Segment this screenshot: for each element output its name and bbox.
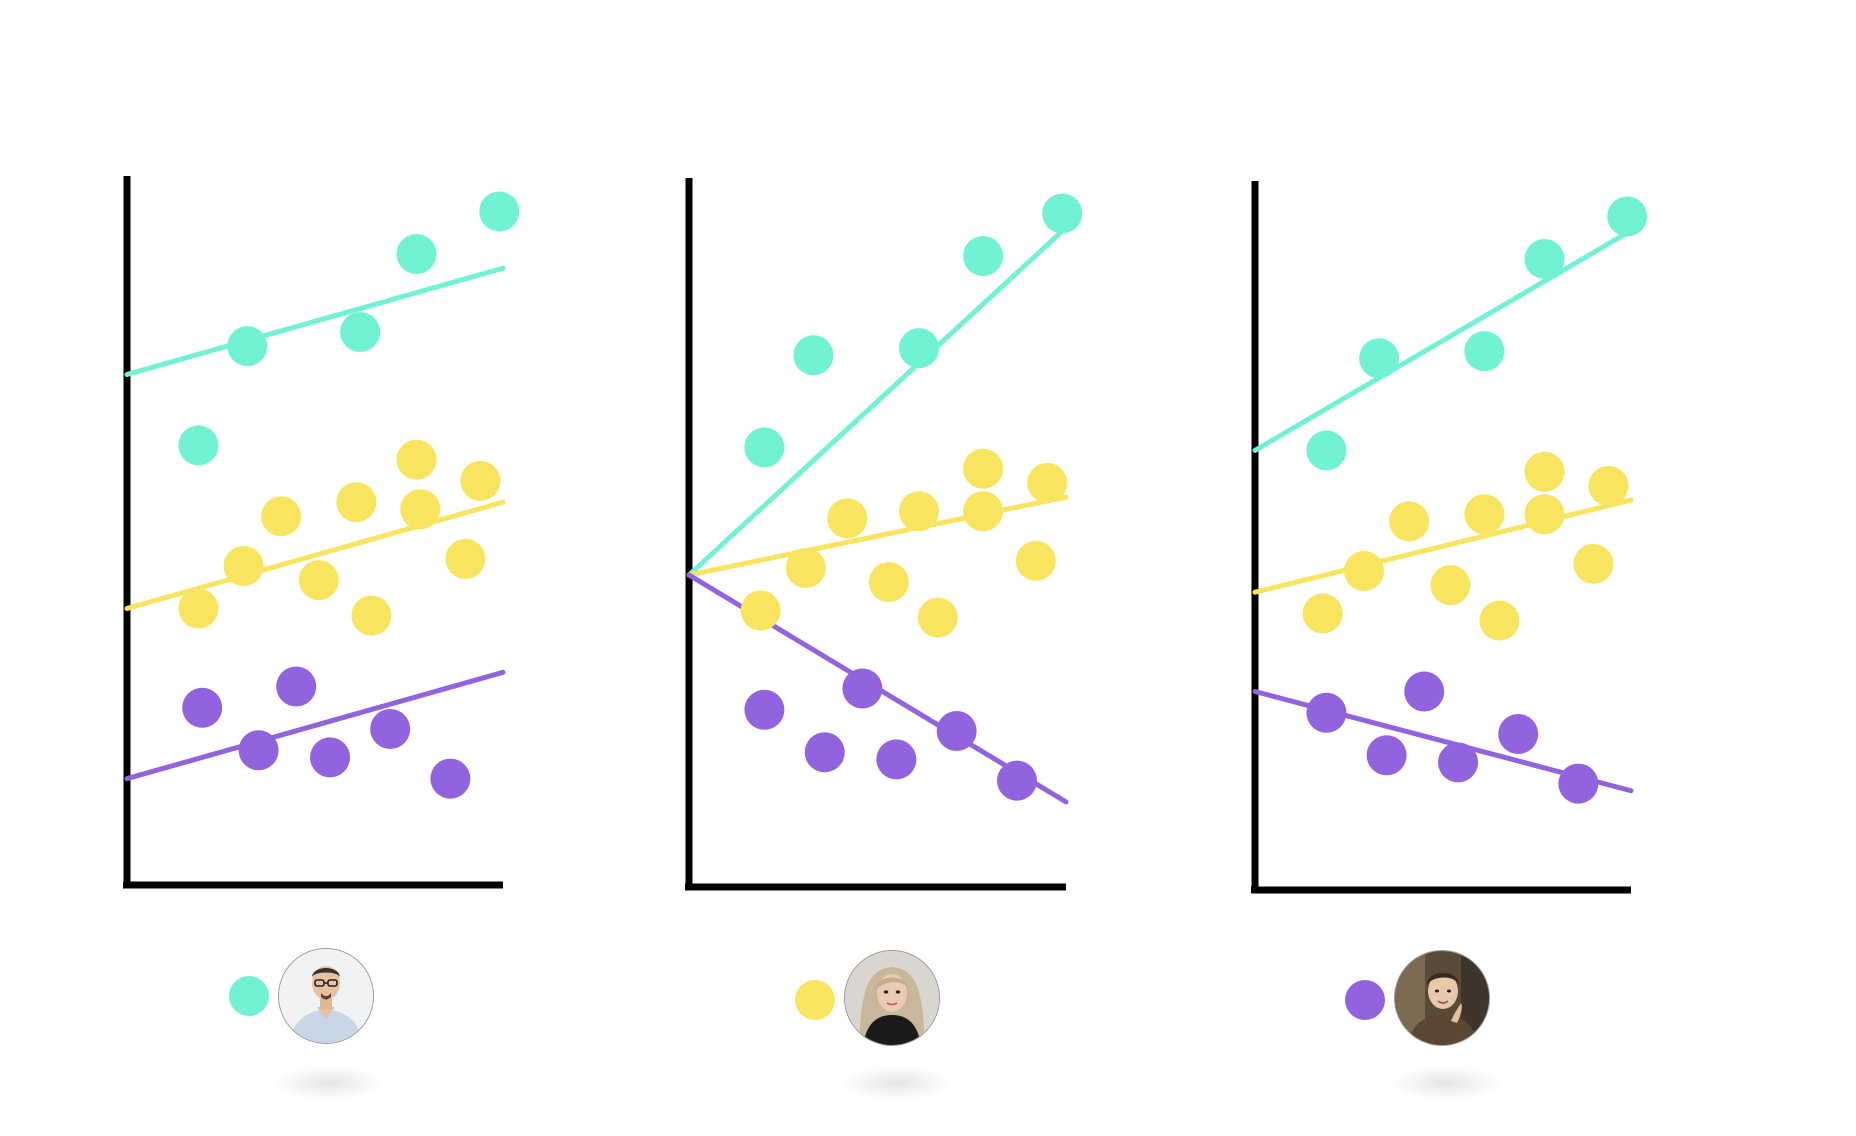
data-point-yellow xyxy=(1431,565,1471,605)
scatter-panel-1 xyxy=(123,176,519,888)
data-point-yellow xyxy=(1027,463,1067,503)
data-point-purple xyxy=(1306,693,1346,733)
data-point-yellow xyxy=(1016,541,1056,581)
data-point-teal xyxy=(1464,331,1504,371)
data-point-purple xyxy=(239,730,279,770)
data-point-teal xyxy=(1525,239,1565,279)
data-point-teal xyxy=(479,191,519,231)
avatar-shadow xyxy=(842,1066,952,1100)
avatar-shadow xyxy=(274,1066,384,1100)
data-point-teal xyxy=(340,312,380,352)
data-point-teal xyxy=(397,234,437,274)
data-point-teal xyxy=(793,335,833,375)
trend-line-teal xyxy=(689,228,1066,575)
data-point-purple xyxy=(805,732,845,772)
data-point-yellow xyxy=(918,598,958,638)
data-point-yellow xyxy=(397,440,437,480)
data-point-yellow xyxy=(460,461,500,501)
data-point-yellow xyxy=(400,489,440,529)
data-point-yellow xyxy=(445,539,485,579)
data-point-yellow xyxy=(1464,494,1504,534)
trend-line-yellow xyxy=(689,497,1066,575)
data-point-yellow xyxy=(1479,601,1519,641)
data-point-yellow xyxy=(261,496,301,536)
data-point-yellow xyxy=(351,596,391,636)
data-point-purple xyxy=(997,761,1037,801)
avatar-shadow xyxy=(1391,1066,1501,1100)
data-point-purple xyxy=(842,668,882,708)
data-point-yellow xyxy=(336,482,376,522)
data-point-purple xyxy=(182,688,222,728)
data-point-yellow xyxy=(1588,466,1628,506)
data-point-purple xyxy=(430,759,470,799)
data-point-yellow xyxy=(786,548,826,588)
data-point-yellow xyxy=(827,498,867,538)
data-point-yellow xyxy=(299,560,339,600)
data-point-yellow xyxy=(963,449,1003,489)
data-point-purple xyxy=(876,739,916,779)
legend-dot-purple xyxy=(1345,980,1385,1020)
data-point-teal xyxy=(1042,193,1082,233)
data-point-purple xyxy=(310,737,350,777)
data-point-yellow xyxy=(1525,452,1565,492)
data-point-yellow xyxy=(178,588,218,628)
person-avatar-man-glasses-icon xyxy=(278,948,374,1044)
data-point-yellow xyxy=(963,491,1003,531)
legend-dot-yellow xyxy=(795,980,835,1020)
data-point-teal xyxy=(178,425,218,465)
data-point-yellow xyxy=(1573,544,1613,584)
data-point-purple xyxy=(1438,742,1478,782)
data-point-teal xyxy=(1306,430,1346,470)
trend-line-teal xyxy=(127,268,503,374)
data-point-yellow xyxy=(1389,501,1429,541)
scatter-panel-2 xyxy=(685,178,1082,890)
data-point-teal xyxy=(899,328,939,368)
data-point-purple xyxy=(1498,714,1538,754)
data-point-teal xyxy=(227,326,267,366)
legend-dot-teal xyxy=(229,976,269,1016)
data-point-yellow xyxy=(899,491,939,531)
data-point-yellow xyxy=(741,590,781,630)
data-point-purple xyxy=(744,690,784,730)
person-avatar-woman-icon xyxy=(844,950,940,1046)
data-point-purple xyxy=(1558,764,1598,804)
data-point-teal xyxy=(1607,196,1647,236)
data-point-yellow xyxy=(1344,551,1384,591)
data-point-teal xyxy=(963,236,1003,276)
data-point-purple xyxy=(370,709,410,749)
data-point-yellow xyxy=(1303,593,1343,633)
data-point-yellow xyxy=(869,562,909,602)
data-point-teal xyxy=(744,427,784,467)
data-point-yellow xyxy=(1525,494,1565,534)
data-point-purple xyxy=(276,666,316,706)
data-point-purple xyxy=(937,711,977,751)
data-point-yellow xyxy=(224,546,264,586)
data-point-teal xyxy=(1359,338,1399,378)
data-point-purple xyxy=(1404,671,1444,711)
data-point-purple xyxy=(1367,735,1407,775)
scatter-panel-3 xyxy=(1251,181,1647,893)
trend-line-teal xyxy=(1255,231,1631,451)
person-avatar-man-resting-chin-icon xyxy=(1394,950,1490,1046)
